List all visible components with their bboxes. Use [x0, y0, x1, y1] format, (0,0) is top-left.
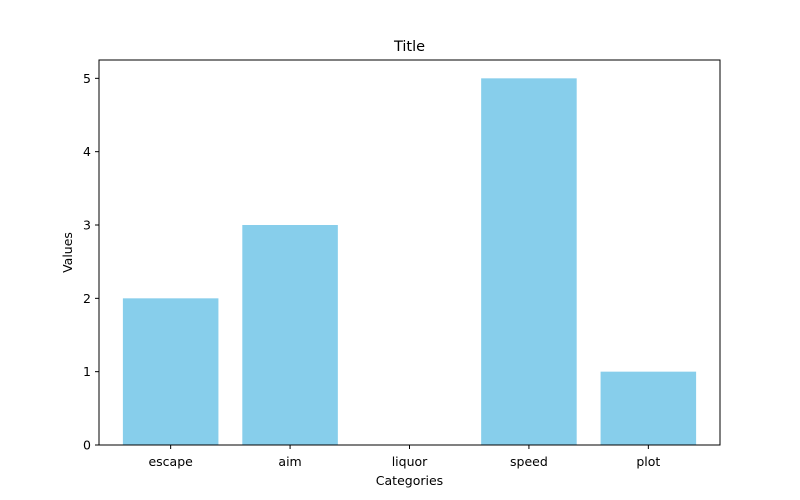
y-tick-label: 1: [83, 364, 91, 379]
bars-group: [122, 78, 697, 445]
y-tick-label: 2: [83, 291, 91, 306]
bar-plot: [600, 371, 697, 445]
x-tick-label: speed: [510, 454, 548, 469]
x-tick-label: liquor: [392, 454, 428, 469]
x-tick-label: aim: [278, 454, 301, 469]
x-ticks-group: escape aim liquor speed plot: [148, 445, 660, 469]
y-tick-label: 0: [83, 438, 91, 453]
y-axis-label: Values: [60, 232, 75, 273]
x-tick-label: plot: [636, 454, 660, 469]
y-tick-label: 5: [83, 71, 91, 86]
chart-title: Title: [393, 39, 425, 55]
x-axis-label: Categories: [376, 473, 443, 488]
bar-escape: [122, 298, 219, 445]
plot-frame: [98, 59, 721, 446]
y-tick-label: 4: [83, 144, 91, 159]
bar-aim: [242, 225, 338, 445]
y-ticks-group: 0 1 2 3 4 5: [83, 71, 99, 453]
y-tick-label: 3: [83, 218, 91, 233]
x-tick-label: escape: [148, 454, 193, 469]
bar-speed: [481, 78, 577, 445]
